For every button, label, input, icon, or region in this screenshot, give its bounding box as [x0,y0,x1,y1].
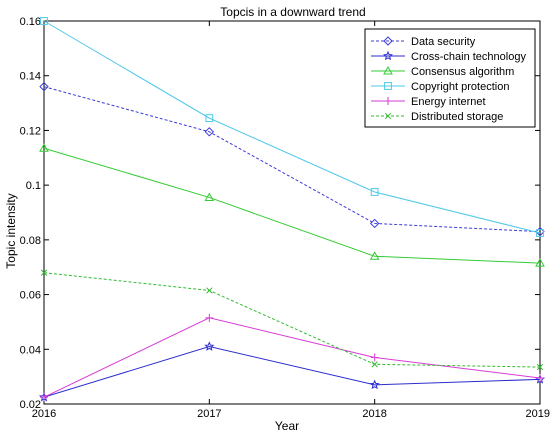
x-tick-label: 2018 [362,408,386,420]
series-layer [38,17,546,402]
data-point [370,353,379,362]
data-point [40,269,48,276]
y-axis-label: Topic intensity [4,193,18,268]
series-data-security [39,81,545,237]
series-consensus-algorithm [39,143,545,267]
legend-entry: Energy internet [371,96,486,108]
data-point [536,229,544,237]
y-tick-label: 0.06 [20,290,41,302]
data-point [370,188,379,196]
data-point [206,287,213,294]
x-tick-label: 2016 [32,408,56,420]
y-tick-label: 0.14 [20,71,41,83]
series-distributed-storage [40,269,544,371]
legend-marker [384,112,392,120]
series-line [43,272,541,368]
x-tick-label: 2019 [526,408,550,420]
series-line [43,86,541,233]
data-point [39,143,49,152]
data-point [205,313,214,322]
data-point [369,251,380,260]
y-tick-label: 0.16 [20,16,41,28]
series-line [43,346,541,398]
series-line [43,20,541,234]
legend-marker [383,65,393,75]
data-point [40,393,48,402]
legend-entry: Copyright protection [371,81,509,93]
legend-label: Data security [411,36,476,48]
y-tick-label: 0.04 [20,344,41,356]
legend-entry: Consensus algorithm [371,65,514,78]
data-point [204,127,215,137]
legend-label: Copyright protection [411,81,509,93]
x-tick-label: 2017 [197,408,221,420]
legend-entry: Distributed storage [371,111,503,123]
chart-title: Topcis in a downward trend [220,5,365,19]
data-point [205,114,214,123]
series-line [43,317,541,398]
legend-marker [384,82,392,90]
data-point [535,226,545,237]
legend-marker [384,97,392,105]
legend-marker [382,50,394,61]
legend-label: Energy internet [411,96,486,108]
legend-marker [383,36,393,46]
data-point [536,374,544,383]
data-point [371,361,378,368]
x-axis-label: Year [275,419,299,433]
legend-label: Distributed storage [411,111,503,123]
series-copyright-protection [40,17,544,237]
data-point [39,81,49,92]
y-axis: 0.02 0.04 0.06 0.08 0.1 0.12 0.14 0.16 [20,16,540,411]
legend-label: Consensus algorithm [411,66,514,78]
y-tick-label: 0.12 [20,125,41,137]
y-tick-label: 0.1 [26,180,41,192]
data-point [369,379,380,390]
legend-entry: Data security [371,36,476,48]
data-point [204,192,215,201]
legend-label: Cross-chain technology [411,51,526,63]
series-energy-internet [40,313,544,402]
y-tick-label: 0.08 [20,235,41,247]
data-point [536,363,544,371]
legend-box [364,28,536,128]
data-point [204,341,215,351]
data-point [535,258,545,267]
legend: Data security Cross-chain technology Conse… [364,28,536,128]
y-tick-label: 0.02 [20,399,41,411]
legend-entry: Cross-chain technology [371,50,526,63]
series-line [43,147,541,264]
data-point [369,218,380,229]
data-point [40,17,48,25]
